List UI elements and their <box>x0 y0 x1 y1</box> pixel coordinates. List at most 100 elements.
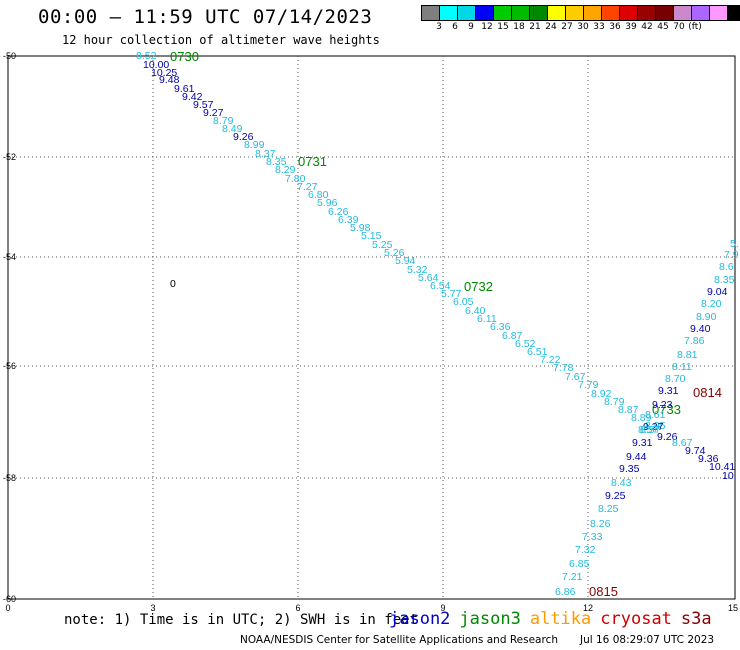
map-label: 0 <box>170 278 176 290</box>
colorbar-label: 70 <box>673 22 685 32</box>
swh-value: 5.26 <box>384 247 405 259</box>
colorbar-label: 3 <box>436 22 442 32</box>
swh-value: 9.74 <box>685 445 706 457</box>
axis-tick-lat: -58 <box>3 473 16 483</box>
swh-value: 9.36 <box>698 453 719 465</box>
swh-value: 7.32 <box>575 544 596 556</box>
swh-value: 6.54 <box>430 280 451 292</box>
track-time-label: 0815 <box>589 584 618 599</box>
swh-value: 8.79 <box>604 396 625 408</box>
colorbar-label: 33 <box>593 22 605 32</box>
swh-value: 8.79 <box>213 115 234 127</box>
swh-value: 10.00 <box>143 59 169 71</box>
swh-value: 6.26 <box>328 206 349 218</box>
swh-value: 9.25 <box>605 490 626 502</box>
colorbar-label: (ft) <box>688 22 702 32</box>
swh-value: 8.11 <box>672 361 692 373</box>
axis-tick-lon: 15 <box>728 603 738 613</box>
swh-value: 6.36 <box>490 321 511 333</box>
swh-value: 7.33 <box>582 531 603 543</box>
swh-value: 7.21 <box>562 571 583 583</box>
swh-value: 6.52 <box>515 338 536 350</box>
swh-value: 8.67 <box>672 437 693 449</box>
swh-value: 5.94 <box>395 255 416 267</box>
swh-value: 8.89 <box>631 412 652 424</box>
swh-value: 8.90 <box>696 311 717 323</box>
colorbar-label: 18 <box>513 22 525 32</box>
swh-value: 8.92 <box>591 388 612 400</box>
colorbar-label: 9 <box>468 22 474 32</box>
plot-frame <box>7 55 736 600</box>
satellite-legend: jason2 jason3 altika cryosat s3a <box>389 609 721 629</box>
swh-value: 8.99 <box>244 139 265 151</box>
swh-value: 9.27 <box>643 421 664 433</box>
credit-text: NOAA/NESDIS Center for Satellite Applica… <box>240 634 558 646</box>
swh-value: 6.85 <box>569 558 590 570</box>
colorbar-label: 24 <box>545 22 557 32</box>
swh-value: 5.15 <box>361 230 382 242</box>
page-subtitle: 12 hour collection of altimeter wave hei… <box>62 33 380 47</box>
swh-value: 8.57 <box>638 424 659 436</box>
swh-value: 9.26 <box>657 431 678 443</box>
swh-value: 5.98 <box>350 222 371 234</box>
swh-value: 7.67 <box>565 371 586 383</box>
swh-value: 9.57 <box>193 99 214 111</box>
swh-value: 9.23 <box>652 399 673 411</box>
swh-value: 9.40 <box>690 323 711 335</box>
swh-value: 6.51 <box>527 346 548 358</box>
track-time-label: 0732 <box>464 279 493 294</box>
swh-value: 6.80 <box>308 189 329 201</box>
colorbar-label: 6 <box>452 22 458 32</box>
swh-value: 9.31 <box>632 437 653 449</box>
page-title: 00:00 – 11:59 UTC 07/14/2023 <box>38 6 373 28</box>
swh-value: 8.52 <box>136 50 157 62</box>
axis-tick-lat: -60 <box>3 594 16 604</box>
swh-value: 7.86 <box>684 335 705 347</box>
swh-value: 5.32 <box>407 264 428 276</box>
track-time-label: 0731 <box>298 154 327 169</box>
track-time-label: 0814 <box>693 385 722 400</box>
colorbar-label: 42 <box>641 22 653 32</box>
swh-value: 7.79 <box>578 379 599 391</box>
axis-tick-lon: 12 <box>583 603 593 613</box>
track-time-label: 0730 <box>170 49 199 64</box>
colorbar-labels: 3 6 9 12 15 18 21 24 27 30 33 36 39 42 45 70 (ft) <box>422 22 730 34</box>
swh-value: 8.57 <box>640 424 661 436</box>
swh-value: 6.86 <box>555 586 576 598</box>
swh-value: 8.37 <box>255 148 276 160</box>
swh-value: 7.80 <box>285 173 306 185</box>
swh-value: 10.25 <box>151 67 177 79</box>
swh-value: 8.87 <box>618 404 639 416</box>
colorbar-label: 39 <box>625 22 637 32</box>
swh-value: 9.48 <box>159 74 180 86</box>
swh-value: 8.61 <box>645 409 666 421</box>
swh-value: 7.78 <box>553 362 574 374</box>
axis-tick-lon: 3 <box>150 603 155 613</box>
legend-cryosat: cryosat <box>600 609 672 629</box>
swh-value: 10. <box>722 470 737 482</box>
swh-value: 8.35 <box>714 274 735 286</box>
swh-value: 7.9 <box>724 249 739 261</box>
swh-value: 9.26 <box>233 131 254 143</box>
note-text: note: 1) Time is in UTC; 2) SWH is in fe… <box>64 612 419 628</box>
axis-tick-lon: 9 <box>440 603 445 613</box>
swh-value: 5.64 <box>418 272 439 284</box>
swh-value: 8.81 <box>677 349 698 361</box>
swh-value: 9.27 <box>203 107 224 119</box>
track-time-label: 0733 <box>652 402 681 417</box>
colorbar-label: 21 <box>529 22 541 32</box>
colorbar-label: 27 <box>561 22 573 32</box>
swh-value: 9.42 <box>182 91 203 103</box>
swh-value: 8.95 <box>645 420 666 432</box>
swh-value: 6.39 <box>338 214 359 226</box>
swh-value: 6.11 <box>477 313 497 325</box>
swh-value: 9.04 <box>707 286 728 298</box>
colorbar-swatch <box>727 5 740 21</box>
swh-value: 5.77 <box>441 288 462 300</box>
swh-value: 8.25 <box>598 503 619 515</box>
swh-value: 9.35 <box>619 463 640 475</box>
swh-value: 10.41 <box>709 461 735 473</box>
swh-value: 5.25 <box>372 239 393 251</box>
legend-jason2: jason2 <box>389 609 451 629</box>
